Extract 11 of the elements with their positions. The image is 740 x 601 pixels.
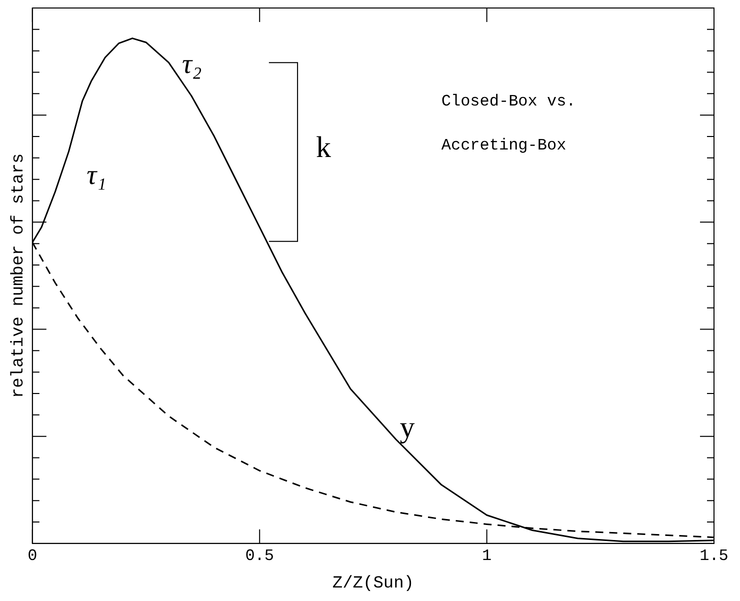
- annotation: τ₁: [86, 160, 106, 192]
- x-tick-label: 1.5: [700, 547, 728, 566]
- y-axis-title: relative number of stars: [10, 153, 29, 398]
- x-tick-label: 1: [482, 547, 492, 566]
- x-tick-label: 0: [28, 547, 38, 566]
- x-axis-title: Z/Z(Sun): [332, 574, 414, 594]
- annotation: y: [400, 411, 415, 444]
- x-tick-label: 0.5: [245, 547, 274, 566]
- annotation: k: [316, 131, 331, 164]
- text: Closed-Box vs. Accreting-Box: [441, 92, 576, 154]
- annotation: τ₂: [182, 49, 202, 80]
